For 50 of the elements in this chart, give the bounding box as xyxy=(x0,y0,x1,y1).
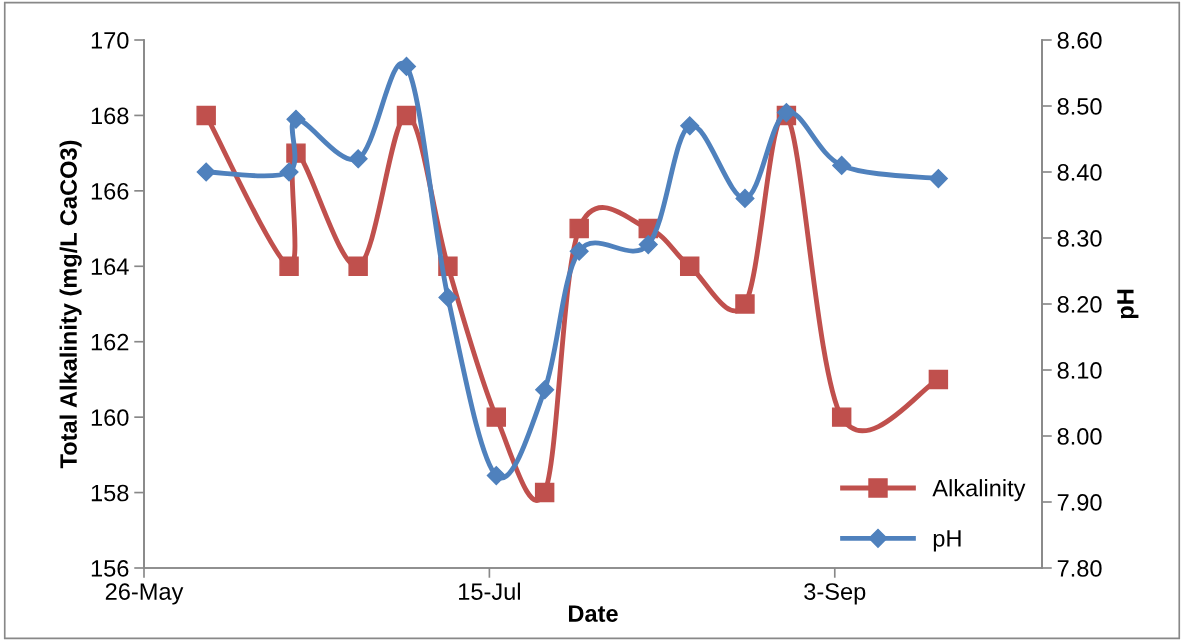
y2-tick-label: 8.10 xyxy=(1057,362,1102,379)
x-tick-label: 3-Sep xyxy=(804,583,866,605)
point xyxy=(569,218,589,239)
point xyxy=(535,380,555,400)
point xyxy=(486,466,506,486)
point xyxy=(196,105,216,126)
y2-tick-label: 8.00 xyxy=(1057,428,1102,445)
point xyxy=(735,188,755,208)
point xyxy=(196,162,216,182)
point xyxy=(348,149,368,169)
y2-tick-label: 8.40 xyxy=(1057,164,1102,181)
point xyxy=(286,109,306,129)
point xyxy=(928,369,949,390)
y2-tick-label: 8.20 xyxy=(1057,296,1102,313)
y-tick-label: 164 xyxy=(91,258,129,276)
x-tick-label: 15-Jul xyxy=(459,582,520,600)
point xyxy=(486,407,507,427)
y2-tick-label: 8.50 xyxy=(1057,98,1102,115)
y-tick-label: 158 xyxy=(91,484,129,502)
y-tick-label: 156 xyxy=(91,560,129,577)
point xyxy=(638,235,658,255)
y2-tick-label: 8.60 xyxy=(1057,32,1102,49)
point xyxy=(832,155,852,175)
y2-tick-label: 8.30 xyxy=(1057,230,1102,247)
point xyxy=(679,256,700,277)
y2-axis-title: pH xyxy=(1117,289,1139,319)
y-tick-label: 166 xyxy=(91,182,129,200)
point xyxy=(396,56,417,76)
point xyxy=(396,105,417,126)
point xyxy=(680,116,700,136)
point xyxy=(735,294,755,314)
y2-tick-label: 7.80 xyxy=(1057,560,1102,577)
y-axis-title: Total Alkalinity (mg/L CaCO3) xyxy=(59,140,82,469)
y-tick-label: 170 xyxy=(91,32,129,49)
point xyxy=(569,241,589,261)
legend-label: Alkalinity xyxy=(932,479,1026,502)
point xyxy=(831,407,852,427)
x-axis-title: Date xyxy=(568,605,618,622)
y-tick-label: 160 xyxy=(91,409,129,426)
point xyxy=(928,169,948,189)
point xyxy=(279,256,299,277)
point xyxy=(534,482,555,503)
y-tick-label: 162 xyxy=(91,333,129,351)
legend-label: pH xyxy=(933,530,961,552)
y2-tick-label: 7.90 xyxy=(1057,494,1102,511)
point xyxy=(279,162,299,182)
point xyxy=(348,256,368,277)
y-tick-label: 168 xyxy=(91,107,129,125)
x-tick-label: 26-May xyxy=(105,583,184,605)
point xyxy=(438,287,458,307)
